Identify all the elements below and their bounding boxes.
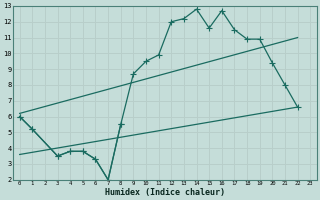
X-axis label: Humidex (Indice chaleur): Humidex (Indice chaleur) [105, 188, 225, 197]
